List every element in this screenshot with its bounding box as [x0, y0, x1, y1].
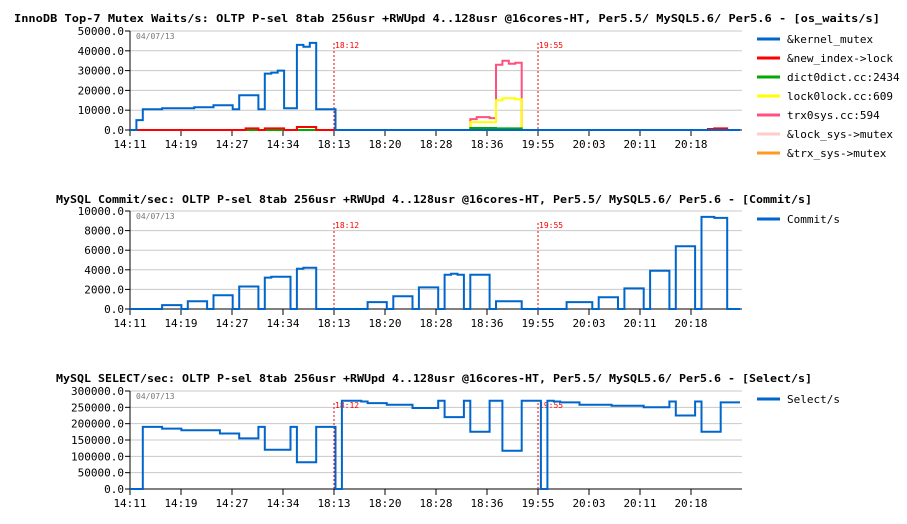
x-tick-label: 18:36: [470, 497, 503, 510]
chart-2: MySQL Commit/sec: OLTP P-sel 8tab 256usr…: [56, 193, 840, 330]
y-tick-label: 100000.0: [71, 450, 124, 463]
series-line-0: [130, 215, 740, 310]
x-tick-label: 18:20: [368, 497, 401, 510]
y-tick-label: 30000.0: [78, 65, 124, 78]
date-label: 04/07/13: [136, 212, 175, 221]
y-tick-label: 10000.0: [78, 205, 124, 218]
x-tick-label: 19:55: [521, 497, 554, 510]
y-tick-label: 2000.0: [84, 283, 124, 296]
date-label: 04/07/13: [136, 32, 175, 41]
x-tick-label: 19:55: [521, 138, 554, 151]
legend-label: Select/s: [787, 393, 840, 406]
x-tick-label: 19:55: [521, 317, 554, 330]
x-tick-label: 14:34: [266, 138, 299, 151]
y-tick-label: 0.0: [104, 483, 124, 496]
x-tick-label: 20:11: [623, 497, 656, 510]
marker-label: 19:55: [539, 401, 563, 410]
legend-label: Commit/s: [787, 213, 840, 226]
x-tick-label: 14:19: [164, 497, 197, 510]
x-tick-label: 18:28: [419, 138, 452, 151]
x-tick-label: 14:34: [266, 497, 299, 510]
y-tick-label: 250000.0: [71, 401, 124, 414]
legend-label: &new_index->lock: [787, 52, 893, 65]
legend-label: dict0dict.cc:2434: [787, 71, 900, 84]
y-tick-label: 10000.0: [78, 104, 124, 117]
x-tick-label: 18:20: [368, 138, 401, 151]
x-tick-label: 20:18: [674, 317, 707, 330]
y-tick-label: 40000.0: [78, 45, 124, 58]
x-tick-label: 14:27: [215, 497, 248, 510]
x-tick-label: 18:13: [317, 138, 350, 151]
y-tick-label: 8000.0: [84, 225, 124, 238]
y-tick-label: 4000.0: [84, 264, 124, 277]
marker-label: 18:12: [335, 221, 359, 230]
legend-label: &kernel_mutex: [787, 33, 873, 46]
y-tick-label: 6000.0: [84, 244, 124, 257]
y-tick-label: 50000.0: [78, 25, 124, 38]
x-tick-label: 20:18: [674, 138, 707, 151]
date-label: 04/07/13: [136, 392, 175, 401]
series-line-0: [130, 399, 740, 490]
y-tick-label: 0.0: [104, 124, 124, 137]
y-tick-label: 200000.0: [71, 418, 124, 431]
x-tick-label: 18:36: [470, 138, 503, 151]
x-tick-label: 14:19: [164, 317, 197, 330]
marker-label: 19:55: [539, 221, 563, 230]
x-tick-label: 18:13: [317, 497, 350, 510]
legend-label: &lock_sys->mutex: [787, 128, 893, 141]
x-tick-label: 18:28: [419, 317, 452, 330]
x-tick-label: 14:34: [266, 317, 299, 330]
legend-label: trx0sys.cc:594: [787, 109, 880, 122]
y-tick-label: 20000.0: [78, 84, 124, 97]
x-tick-label: 20:03: [572, 497, 605, 510]
chart-1: InnoDB Top-7 Mutex Waits/s: OLTP P-sel 8…: [14, 12, 900, 160]
chart-title: MySQL Commit/sec: OLTP P-sel 8tab 256usr…: [56, 193, 812, 206]
x-tick-label: 14:27: [215, 317, 248, 330]
y-tick-label: 300000.0: [71, 385, 124, 398]
chart-3: MySQL SELECT/sec: OLTP P-sel 8tab 256usr…: [56, 372, 840, 510]
marker-label: 18:12: [335, 401, 359, 410]
x-tick-label: 14:27: [215, 138, 248, 151]
x-tick-label: 18:36: [470, 317, 503, 330]
x-tick-label: 14:11: [113, 317, 146, 330]
x-tick-label: 20:03: [572, 317, 605, 330]
series-line-3: [130, 97, 740, 131]
x-tick-label: 20:11: [623, 138, 656, 151]
x-tick-label: 18:20: [368, 317, 401, 330]
x-tick-label: 18:28: [419, 497, 452, 510]
x-tick-label: 20:11: [623, 317, 656, 330]
legend-label: lock0lock.cc:609: [787, 90, 893, 103]
marker-label: 18:12: [335, 41, 359, 50]
x-tick-label: 18:13: [317, 317, 350, 330]
legend-label: &trx_sys->mutex: [787, 147, 887, 160]
marker-label: 19:55: [539, 41, 563, 50]
y-tick-label: 150000.0: [71, 434, 124, 447]
chart-title: InnoDB Top-7 Mutex Waits/s: OLTP P-sel 8…: [14, 12, 880, 25]
y-tick-label: 0.0: [104, 303, 124, 316]
x-tick-label: 14:19: [164, 138, 197, 151]
x-tick-label: 20:18: [674, 497, 707, 510]
x-tick-label: 14:11: [113, 138, 146, 151]
y-tick-label: 50000.0: [78, 467, 124, 480]
x-tick-label: 14:11: [113, 497, 146, 510]
x-tick-label: 20:03: [572, 138, 605, 151]
chart-title: MySQL SELECT/sec: OLTP P-sel 8tab 256usr…: [56, 372, 812, 385]
series-line-0: [130, 41, 740, 131]
